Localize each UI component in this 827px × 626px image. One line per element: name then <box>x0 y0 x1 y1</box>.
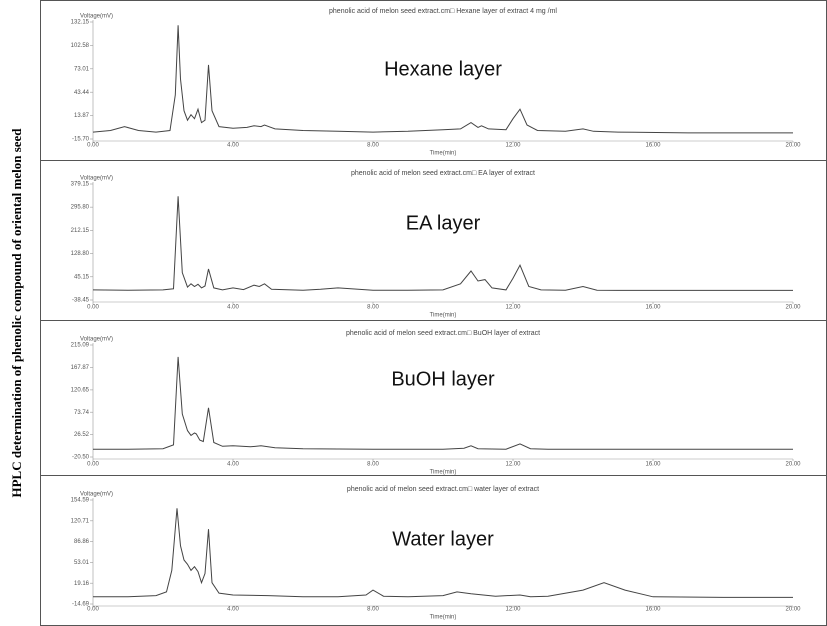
y-tick-label: 102.58 <box>71 43 90 49</box>
x-tick-label: 8.00 <box>367 462 379 468</box>
y-tick-label: 120.65 <box>71 387 90 393</box>
chart-title: phenolic acid of melon seed extract.cm□ … <box>329 8 557 15</box>
x-tick-label: 8.00 <box>367 607 379 613</box>
x-axis-label: Time(min) <box>430 151 457 157</box>
x-tick-label: 4.00 <box>227 305 239 311</box>
x-tick-label: 12.00 <box>505 143 521 149</box>
y-axis-label: Voltage(mV) <box>80 176 113 182</box>
y-tick-label: 26.52 <box>74 432 90 438</box>
y-tick-label: 295.80 <box>71 205 90 211</box>
x-tick-label: 0.00 <box>87 143 99 149</box>
x-tick-label: 12.00 <box>505 462 521 468</box>
y-tick-label: 212.15 <box>71 228 90 234</box>
trace <box>92 196 793 291</box>
x-tick-label: 16.00 <box>645 462 661 468</box>
trace <box>92 25 793 134</box>
x-axis-label: Time(min) <box>430 615 457 621</box>
annotation: Hexane layer <box>384 58 502 80</box>
x-tick-label: 0.00 <box>87 607 99 613</box>
x-tick-label: 20.00 <box>785 462 801 468</box>
y-tick-label: 45.15 <box>74 274 90 280</box>
y-tick-label: 120.71 <box>71 518 90 524</box>
y-tick-label: 73.74 <box>74 410 90 416</box>
y-tick-label: 73.01 <box>74 66 90 72</box>
x-tick-label: 8.00 <box>367 143 379 149</box>
x-tick-label: 20.00 <box>785 607 801 613</box>
chart-title: phenolic acid of melon seed extract.cm□ … <box>351 170 535 177</box>
x-tick-label: 4.00 <box>227 462 239 468</box>
x-tick-label: 20.00 <box>785 143 801 149</box>
y-tick-label: -20.50 <box>72 455 90 461</box>
y-tick-label: 154.59 <box>71 498 90 504</box>
y-tick-label: 13.87 <box>74 113 90 119</box>
x-axis-label: Time(min) <box>430 313 457 319</box>
side-label: HPLC determination of phenolic compound … <box>9 128 24 498</box>
chart-title: phenolic acid of melon seed extract.cm□ … <box>346 330 540 337</box>
y-tick-label: -15.70 <box>72 137 90 143</box>
y-tick-label: 132.15 <box>71 20 90 26</box>
x-tick-label: 4.00 <box>227 607 239 613</box>
annotation: Water layer <box>392 528 494 550</box>
y-tick-label: 215.09 <box>71 343 90 349</box>
x-tick-label: 0.00 <box>87 305 99 311</box>
x-tick-label: 16.00 <box>645 607 661 613</box>
y-tick-label: 379.15 <box>71 182 90 188</box>
x-tick-label: 20.00 <box>785 305 801 311</box>
chart-title: phenolic acid of melon seed extract.cm□ … <box>347 486 539 493</box>
x-tick-label: 12.00 <box>505 305 521 311</box>
y-tick-label: 19.16 <box>74 581 90 587</box>
x-tick-label: 12.00 <box>505 607 521 613</box>
trace <box>93 508 793 598</box>
trace <box>93 356 793 450</box>
y-axis-label: Voltage(mV) <box>80 337 113 343</box>
y-tick-label: -14.69 <box>72 602 90 608</box>
annotation: EA layer <box>406 212 481 234</box>
y-tick-label: 43.44 <box>74 90 90 96</box>
y-axis-label: Voltage(mV) <box>80 14 113 20</box>
y-axis-label: Voltage(mV) <box>80 492 113 498</box>
x-tick-label: 8.00 <box>367 305 379 311</box>
x-tick-label: 4.00 <box>227 143 239 149</box>
y-tick-label: 53.01 <box>74 560 90 566</box>
y-tick-label: -38.45 <box>72 298 90 304</box>
annotation: BuOH layer <box>391 368 495 390</box>
y-tick-label: 128.80 <box>71 251 90 257</box>
x-tick-label: 16.00 <box>645 143 661 149</box>
y-tick-label: 86.86 <box>74 539 90 545</box>
x-axis-label: Time(min) <box>430 470 457 476</box>
x-tick-label: 0.00 <box>87 462 99 468</box>
y-tick-label: 167.87 <box>71 365 90 371</box>
x-tick-label: 16.00 <box>645 305 661 311</box>
